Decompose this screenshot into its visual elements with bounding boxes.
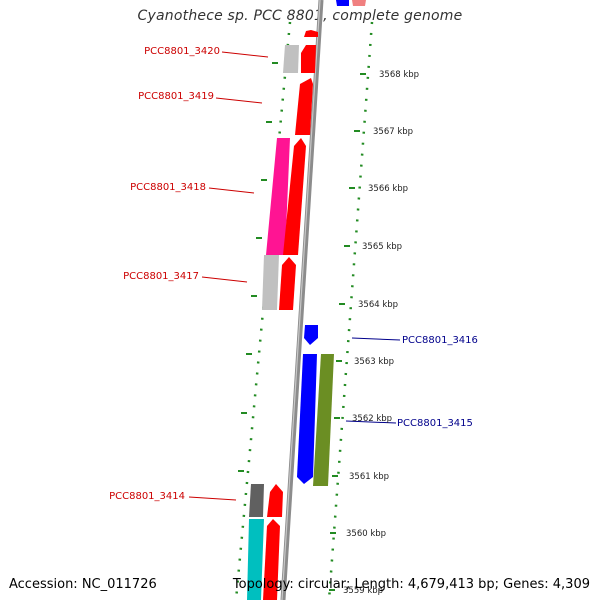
label-leaders: [188, 51, 401, 501]
left-dash-markers: [238, 62, 278, 472]
topology-label: Topology: circular; Length: 4,679,413 bp…: [232, 577, 590, 592]
gene-label[interactable]: PCC8801_3418: [130, 182, 206, 193]
gene-labels: PCC8801_3420 PCC8801_3419 PCC8801_3418 P…: [109, 46, 478, 502]
ruler-label: 3565 kbp: [362, 242, 402, 252]
forward-strand-genes: [247, 30, 318, 600]
ruler-label: 3568 kbp: [379, 70, 419, 80]
gene-top-red[interactable]: [304, 30, 318, 37]
gene-3419-red[interactable]: [295, 78, 313, 135]
gene-3418-magenta[interactable]: [266, 138, 290, 255]
gene-3420-red[interactable]: [301, 45, 316, 73]
gene-label[interactable]: PCC8801_3417: [123, 271, 199, 282]
gene-3416-blue[interactable]: [304, 325, 318, 345]
gene-3414-red[interactable]: [267, 484, 283, 517]
gene-label[interactable]: PCC8801_3420: [144, 46, 220, 57]
ruler-label: 3566 kbp: [368, 184, 408, 194]
gene-top-pink[interactable]: [352, 0, 366, 6]
ruler-label: 3564 kbp: [358, 300, 398, 310]
gene-label[interactable]: PCC8801_3415: [397, 418, 473, 429]
ruler-label: 3560 kbp: [346, 529, 386, 539]
gene-cyan[interactable]: [247, 519, 264, 600]
ruler-label: 3567 kbp: [373, 127, 413, 137]
accession-label: Accession: NC_011726: [9, 577, 157, 592]
position-ruler: 3568 kbp 3567 kbp 3566 kbp 3565 kbp 3564…: [329, 70, 419, 596]
reverse-strand-genes: [297, 0, 366, 486]
right-dotted-track: [327, 21, 374, 600]
gene-3417-gray[interactable]: [262, 255, 279, 310]
gene-top-blue[interactable]: [336, 0, 349, 6]
gene-bottom-red[interactable]: [263, 519, 280, 600]
genome-backbone: [280, 0, 324, 600]
gene-3418-red[interactable]: [283, 138, 306, 255]
ruler-label: 3563 kbp: [354, 357, 394, 367]
gene-3414-darkgray[interactable]: [249, 484, 264, 517]
gene-label[interactable]: PCC8801_3416: [402, 335, 478, 346]
gene-3420-gray[interactable]: [283, 45, 299, 73]
gene-label[interactable]: PCC8801_3414: [109, 491, 185, 502]
gene-3415-olive[interactable]: [313, 354, 334, 486]
ruler-label: 3561 kbp: [349, 472, 389, 482]
gene-3415-blue[interactable]: [297, 354, 317, 484]
ruler-label: 3559 kbp: [343, 586, 383, 596]
ruler-label: 3562 kbp: [352, 414, 392, 424]
map-title: Cyanothece sp. PCC 8801, complete genome: [137, 8, 463, 24]
gene-3417-red[interactable]: [279, 257, 296, 310]
gene-label[interactable]: PCC8801_3419: [138, 91, 214, 102]
